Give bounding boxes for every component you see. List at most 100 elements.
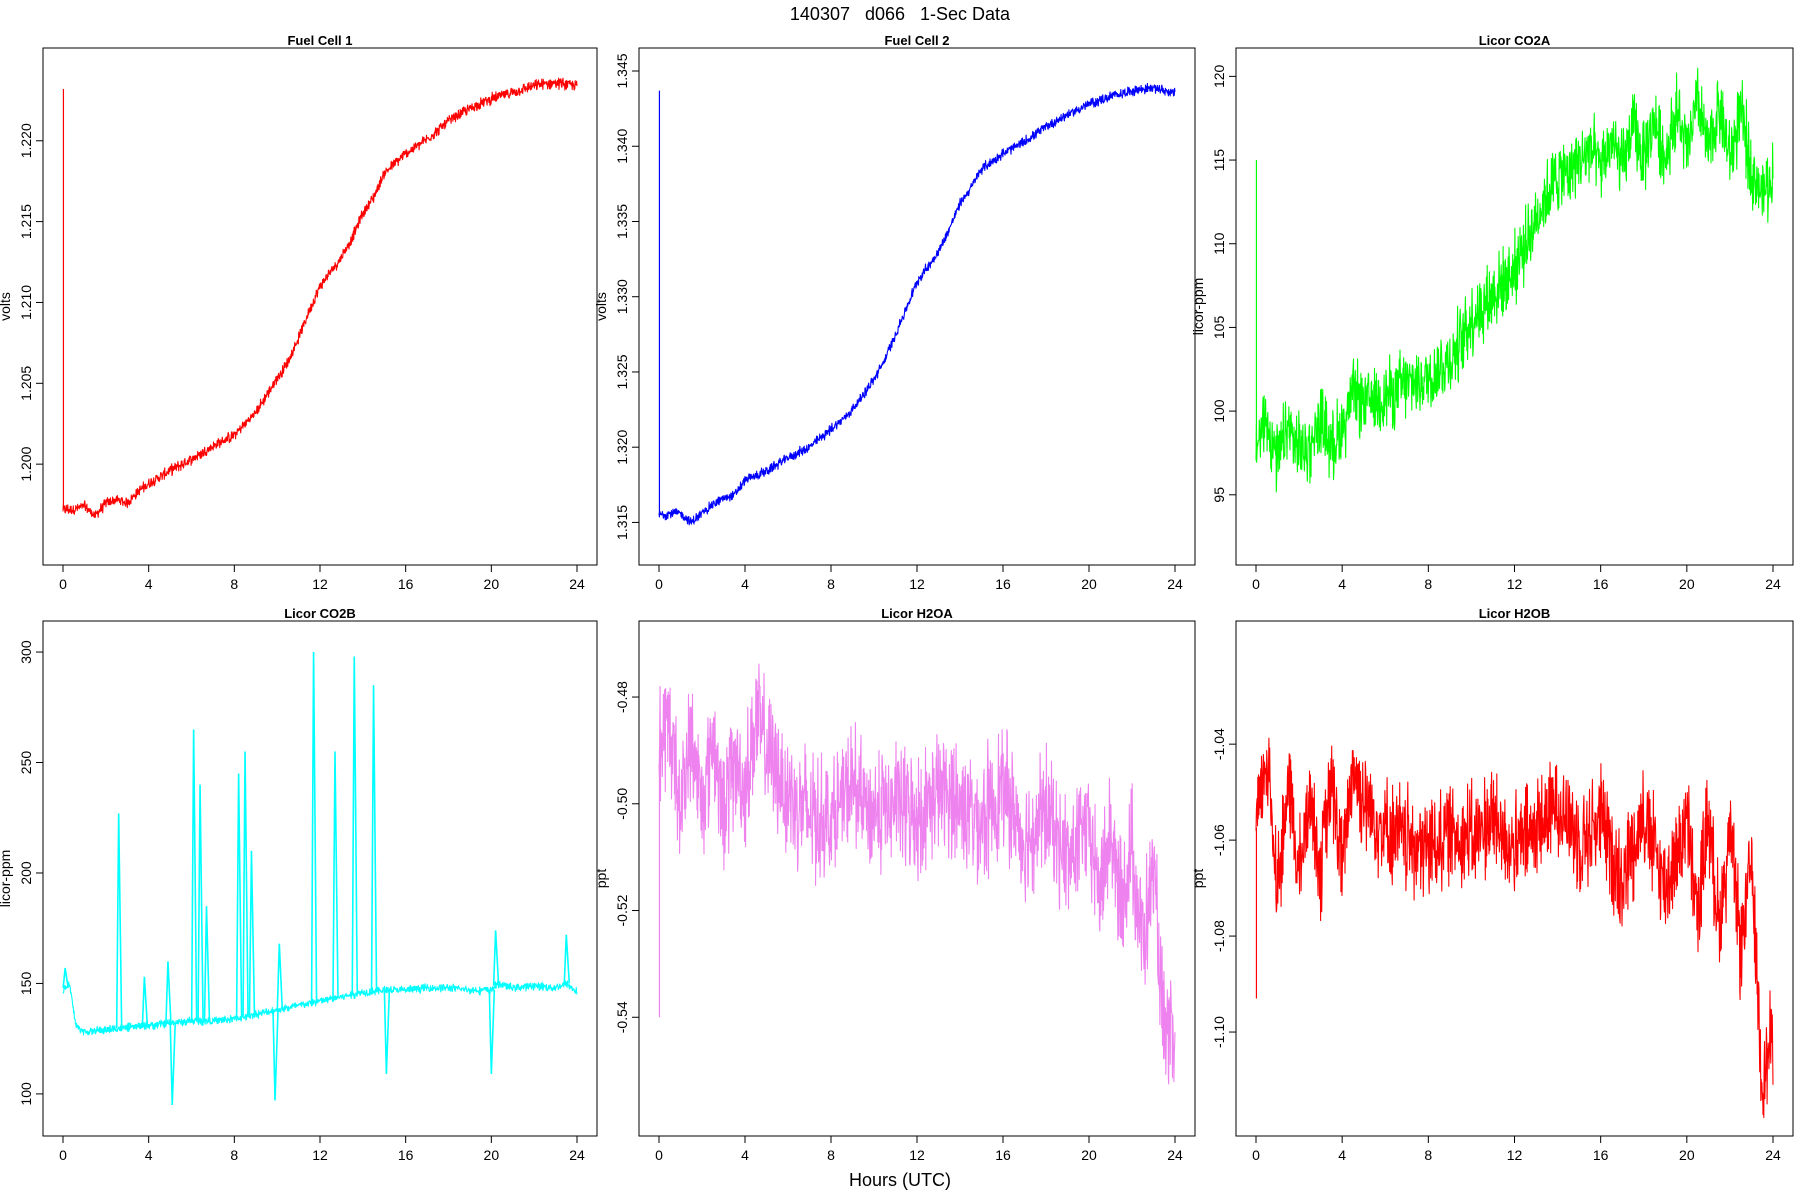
y-tick-label: -0.48 [614,681,630,713]
y-tick-label: 100 [1211,399,1227,423]
series-spike [169,1022,177,1105]
x-tick-label: 16 [995,576,1011,592]
x-tick-label: 4 [1338,576,1346,592]
x-axis-label: Hours (UTC) [849,1170,951,1190]
chart-title: Fuel Cell 1 [287,33,352,48]
y-tick-label: 1.325 [614,354,630,389]
chart-panel-4: Licor CO2B licor-ppm 0 4 8 12 16 20 24 100 150 200 2… [0,606,598,1163]
x-tick-label: 16 [1593,1147,1609,1163]
series-spike [242,751,249,1017]
y-tick-label: 1.210 [18,285,34,320]
chart-panel-3: Licor CO2A licor-ppm 0 4 8 12 16 20 24 95 100 105 11… [1190,33,1794,592]
series-spike [203,906,211,1022]
series-spike [310,652,318,1003]
chart-title: Licor CO2A [1479,33,1551,48]
chart-title: Licor CO2B [284,606,356,621]
y-tick-label: 300 [18,640,34,664]
y-tick-label: -0.50 [614,788,630,820]
plot-frame [638,47,1196,566]
series-spike [62,967,69,988]
x-tick-label: 16 [398,1147,414,1163]
x-tick-label: 24 [1765,576,1781,592]
series-spike [563,934,571,984]
y-tick-label: -1.08 [1211,920,1227,952]
x-tick-label: 0 [59,576,67,592]
series-spike [115,813,123,1029]
y-tick-label: -1.06 [1211,824,1227,856]
x-tick-label: 12 [909,576,925,592]
x-tick-label: 12 [312,1147,328,1163]
plot-frame [42,620,598,1137]
y-axis-label: licor-ppm [1190,278,1206,336]
series-line [1255,737,1774,1119]
y-tick-label: 1.205 [18,366,34,401]
y-tick-label: 115 [1211,149,1227,172]
y-tick-label: -0.52 [614,894,630,926]
y-axis-label: ppt [593,869,609,889]
x-tick-label: 12 [909,1147,925,1163]
x-tick-label: 0 [655,576,663,592]
series-line [658,663,1176,1085]
series-spike [351,656,359,995]
y-axis-label: volts [0,292,13,321]
x-tick-label: 20 [484,1147,500,1163]
series-line [1255,67,1774,493]
series-spike [235,773,243,1018]
figure-title: 140307 d066 1-Sec Data [789,4,1011,24]
x-tick-label: 4 [741,576,749,592]
x-tick-label: 24 [569,576,585,592]
series-line [62,978,578,1036]
x-tick-label: 12 [1507,1147,1523,1163]
plot-frame [638,620,1196,1137]
y-tick-label: 105 [1211,316,1227,340]
x-tick-label: 24 [1167,576,1183,592]
chart-title: Licor H2OB [1479,606,1551,621]
x-tick-label: 4 [1338,1147,1346,1163]
y-tick-label: -1.10 [1211,1016,1227,1048]
chart-panel-6: Licor H2OB ppt 0 4 8 12 16 20 24 -1.10 -1.08 -1.06 -… [1190,606,1794,1163]
y-tick-label: 1.345 [614,53,630,88]
plot-frame [42,47,598,566]
y-tick-label: 1.335 [614,204,630,239]
series-spike [492,930,500,986]
x-tick-label: 0 [1252,576,1260,592]
series-spike [488,990,496,1075]
y-tick-label: 250 [18,751,34,775]
series-spike [383,990,391,1075]
x-tick-label: 0 [1252,1147,1260,1163]
series-spike [141,976,149,1026]
plot-frame [1235,47,1794,566]
y-tick-label: 1.220 [18,123,34,158]
x-tick-label: 8 [230,1147,238,1163]
x-tick-label: 8 [230,576,238,592]
x-tick-label: 24 [1765,1147,1781,1163]
series-spike [197,784,204,1022]
y-axis-label: licor-ppm [0,850,13,908]
x-tick-label: 24 [1167,1147,1183,1163]
y-tick-label: 1.330 [614,279,630,314]
y-tick-label: 120 [1211,64,1227,88]
x-tick-label: 0 [655,1147,663,1163]
series-line [62,77,578,518]
x-tick-label: 20 [1679,576,1695,592]
x-tick-label: 4 [145,576,153,592]
y-axis-label: volts [593,292,609,321]
series-spike [272,1010,279,1101]
x-tick-label: 8 [1424,1147,1432,1163]
series-spike [332,751,339,999]
x-tick-label: 16 [1593,576,1609,592]
x-tick-label: 16 [398,576,414,592]
x-tick-label: 8 [827,576,835,592]
y-axis-label: ppt [1190,869,1206,889]
series-spike [165,961,172,1024]
y-tick-label: -1.04 [1211,728,1227,760]
x-tick-label: 12 [1507,576,1523,592]
series-line [658,82,1176,526]
series-spike [276,943,284,1010]
y-tick-label: 1.340 [614,129,630,164]
x-tick-label: 4 [145,1147,153,1163]
y-tick-label: 110 [1211,232,1227,255]
chart-panel-5: Licor H2OA ppt 0 4 8 12 16 20 24 -0.54 -0.52 -0.50 -… [593,606,1196,1163]
x-tick-label: 16 [995,1147,1011,1163]
